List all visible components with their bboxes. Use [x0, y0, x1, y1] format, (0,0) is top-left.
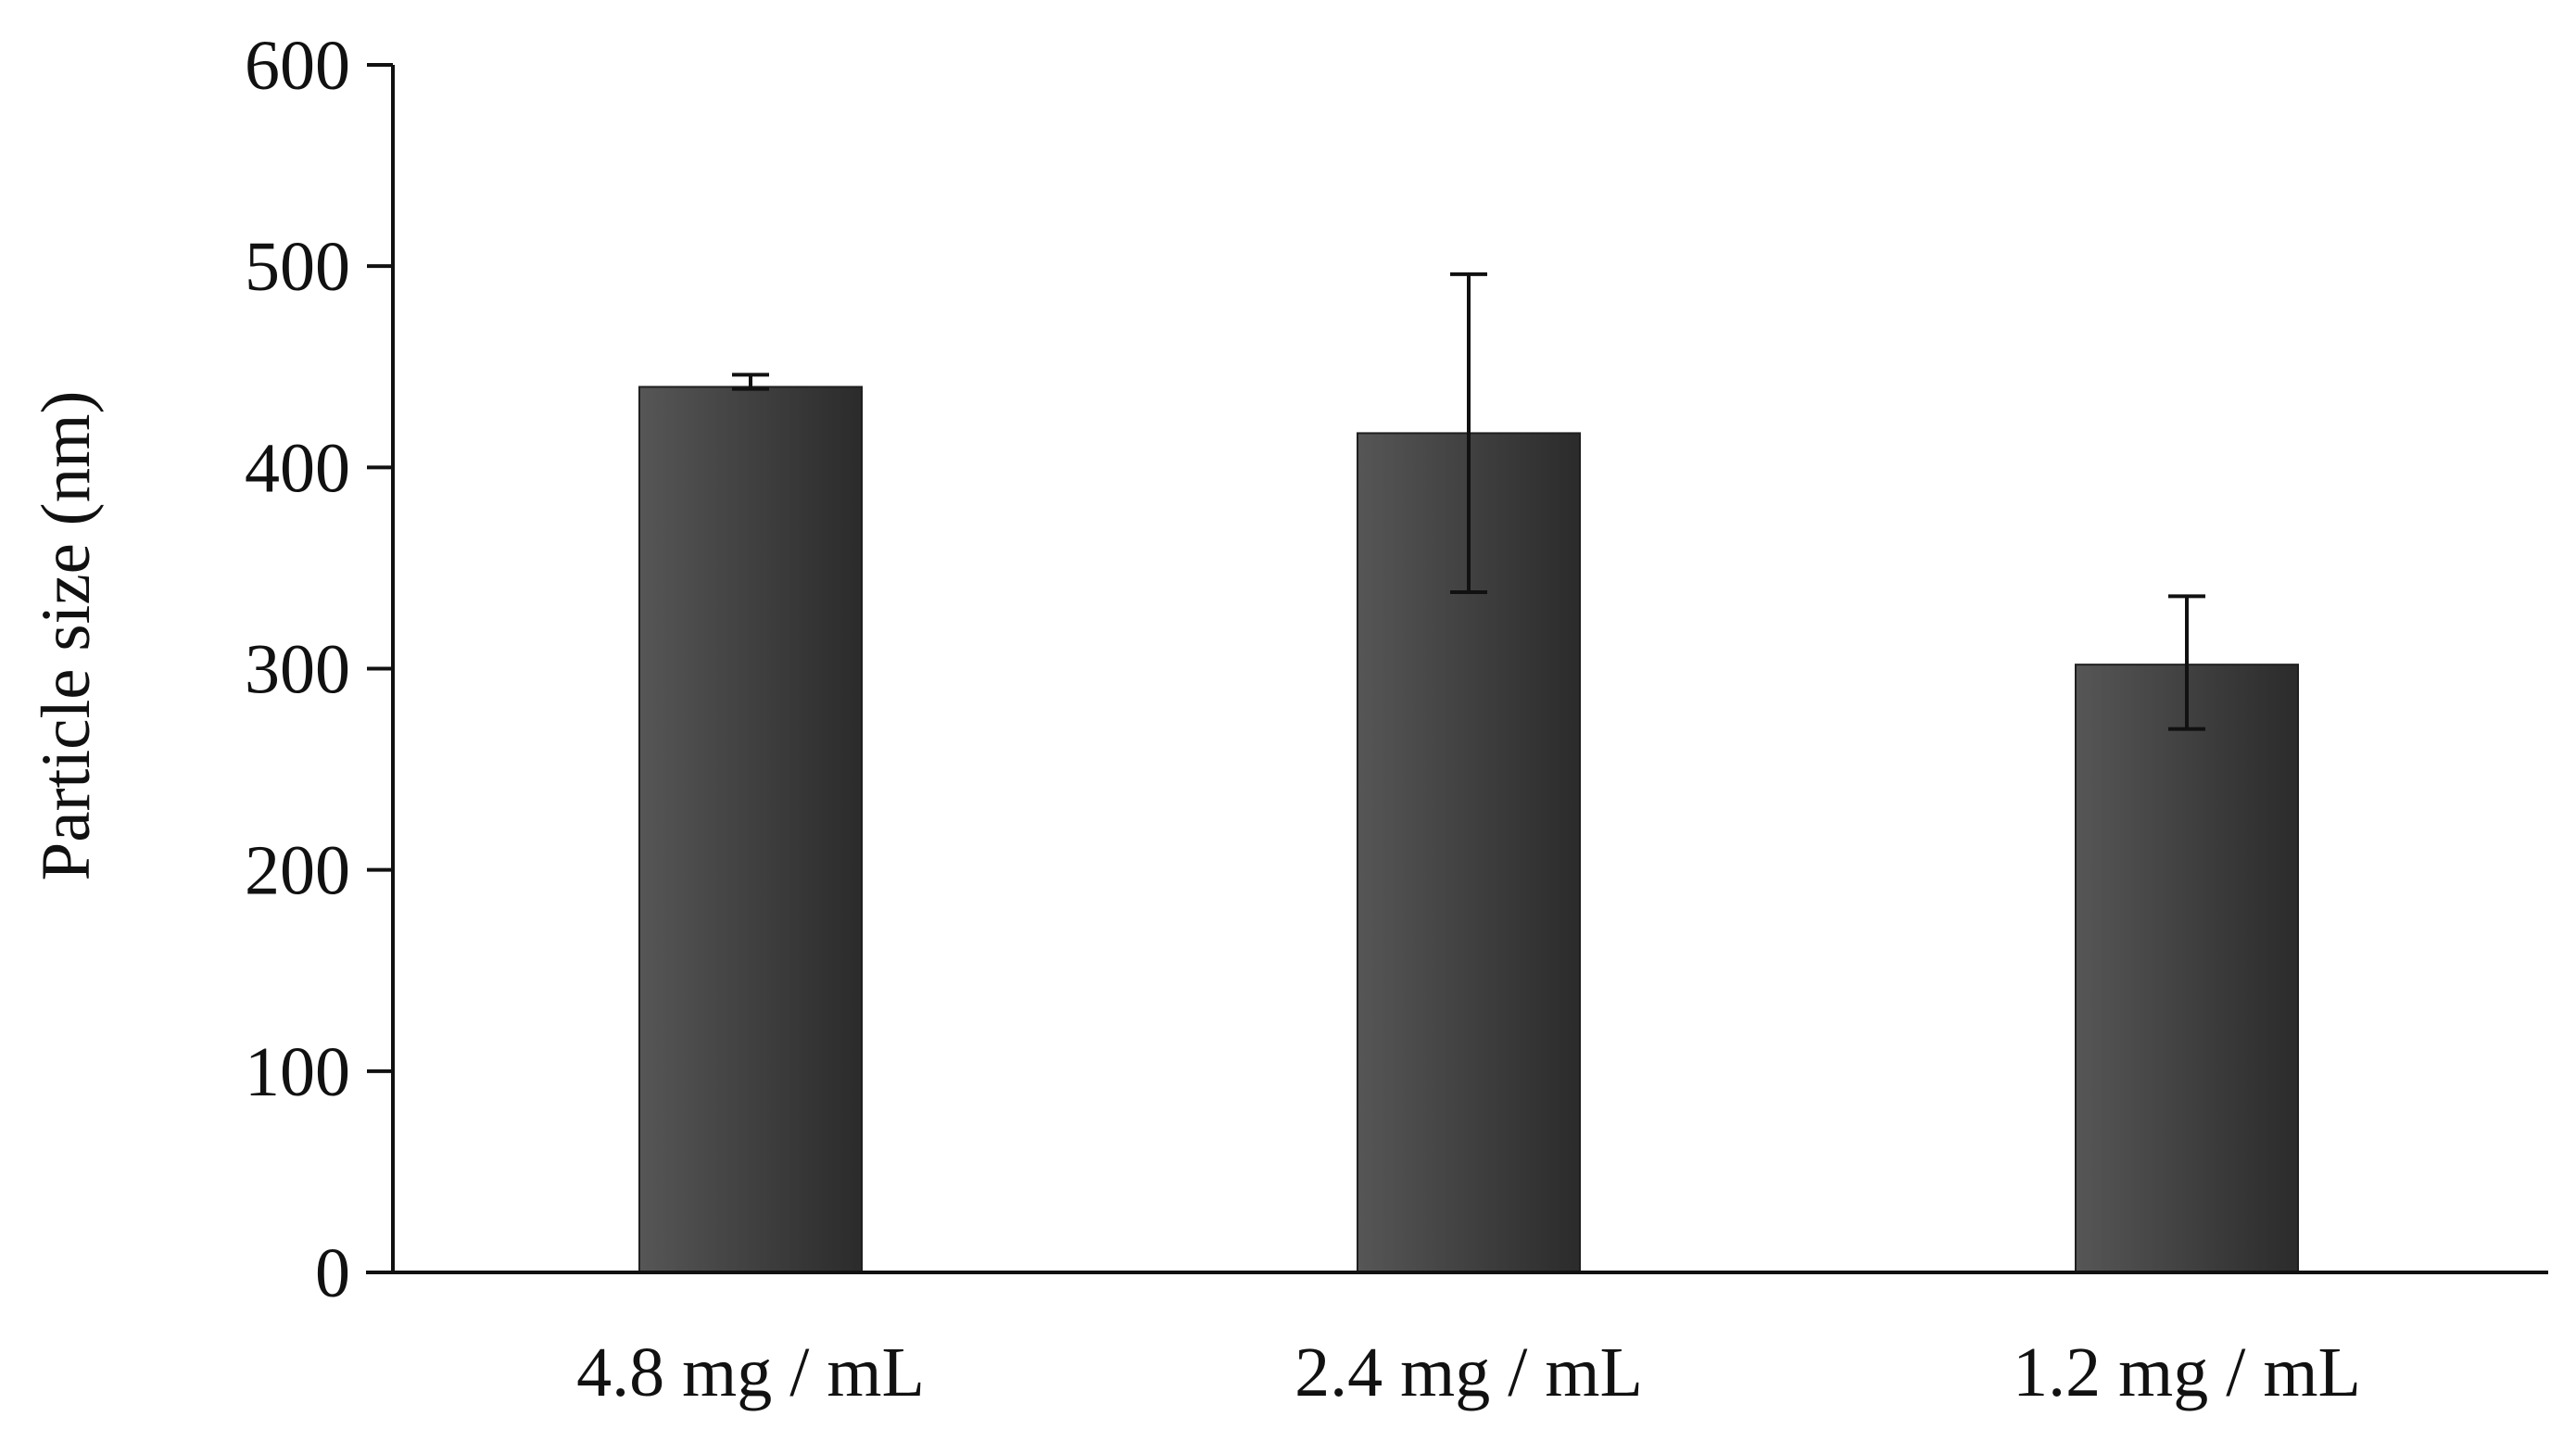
y-tick-label: 400: [245, 429, 350, 507]
y-tick-label: 0: [315, 1234, 350, 1312]
x-tick-label: 4.8 mg / mL: [576, 1334, 925, 1411]
bar-3: [2075, 664, 2299, 1273]
x-axis-labels: 4.8 mg / mL 2.4 mg / mL 1.2 mg / mL: [576, 1334, 2361, 1411]
y-tick-label: 100: [245, 1033, 350, 1111]
y-tick-label: 300: [245, 631, 350, 709]
x-tick-label: 1.2 mg / mL: [2013, 1334, 2361, 1411]
x-tick-label: 2.4 mg / mL: [1294, 1334, 1643, 1411]
y-tick-label: 600: [245, 27, 350, 105]
error-bars: [732, 272, 2205, 731]
y-tick-label: 500: [245, 228, 350, 306]
y-axis-ticks: 0 100 200 300 400 500 600: [245, 27, 393, 1312]
y-axis-label: Particle size (nm): [28, 391, 105, 881]
y-tick-label: 200: [245, 832, 350, 910]
bar-1: [638, 386, 863, 1273]
